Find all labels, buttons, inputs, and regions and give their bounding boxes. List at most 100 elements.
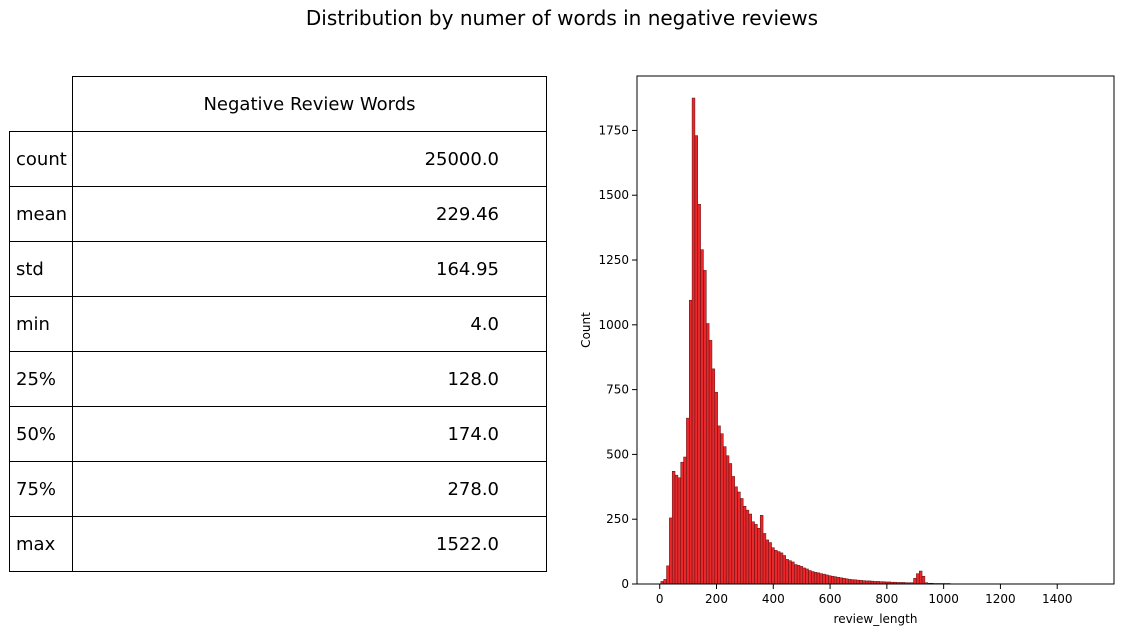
histogram-bar xyxy=(847,579,852,585)
histogram-bar xyxy=(728,463,733,585)
histogram-bar xyxy=(771,547,775,585)
histogram-bar xyxy=(819,573,823,585)
histogram-bar xyxy=(688,299,693,585)
histogram-bar xyxy=(785,559,789,585)
histogram-bar xyxy=(717,425,721,585)
row-label: count xyxy=(9,131,73,187)
histogram-bar xyxy=(708,340,713,585)
histogram-bar xyxy=(839,577,843,585)
row-value: 1522.0 xyxy=(72,516,547,572)
y-tick-label: 250 xyxy=(606,512,629,526)
row-label: 50% xyxy=(9,406,73,462)
row-value: 4.0 xyxy=(72,296,547,352)
histogram-bar xyxy=(853,579,858,585)
histogram-bar xyxy=(791,561,795,585)
histogram-bar xyxy=(669,517,673,585)
x-tick-label: 0 xyxy=(656,592,664,606)
y-tick-label: 1500 xyxy=(598,188,629,202)
x-axis-label: review_length xyxy=(834,612,918,626)
histogram-bar xyxy=(808,570,812,585)
histogram-bar xyxy=(777,551,781,585)
row-value: 164.95 xyxy=(72,241,547,297)
row-label: max xyxy=(9,516,73,572)
row-value: 174.0 xyxy=(72,406,547,462)
histogram-bar xyxy=(813,572,818,585)
figure-title: Distribution by numer of words in negati… xyxy=(305,6,819,30)
x-tick-label: 1400 xyxy=(1042,592,1073,606)
histogram-bar xyxy=(794,564,798,585)
histogram-bar xyxy=(796,565,801,585)
histogram-bar xyxy=(671,471,676,585)
row-label: mean xyxy=(9,186,73,242)
table-header-row: Negative Review Words xyxy=(9,76,547,132)
histogram-bar xyxy=(830,575,835,585)
histogram-bar xyxy=(765,539,769,585)
y-tick-label: 1250 xyxy=(598,253,629,267)
histogram-bar xyxy=(694,135,699,585)
histogram-bar xyxy=(663,579,667,585)
histogram-bar xyxy=(757,528,761,585)
histogram-bar xyxy=(788,560,792,585)
y-tick-label: 500 xyxy=(606,447,629,461)
row-label: std xyxy=(9,241,73,297)
histogram-bar xyxy=(674,474,679,585)
histogram-bar xyxy=(768,542,772,585)
histogram-bar xyxy=(816,572,821,585)
table-column-header: Negative Review Words xyxy=(72,76,547,132)
table-row: 75% 278.0 xyxy=(9,461,547,517)
table-corner-cell xyxy=(9,76,73,132)
x-tick-label: 400 xyxy=(762,592,785,606)
histogram-chart: 0 200 400 600 800 1000 1200 1400 0 250 500 750 1000 1… xyxy=(579,75,1115,626)
row-value: 278.0 xyxy=(72,461,547,517)
y-tick-label: 1750 xyxy=(598,123,629,137)
histogram-bar xyxy=(740,498,744,585)
histogram-bar xyxy=(859,580,863,585)
histogram-bar xyxy=(751,521,755,585)
histogram-bar xyxy=(845,578,849,585)
histogram-bar xyxy=(916,573,920,585)
histogram-bar xyxy=(700,249,704,585)
table-row: std 164.95 xyxy=(9,241,547,297)
histogram-bar xyxy=(677,477,681,585)
x-tick-label: 200 xyxy=(705,592,728,606)
histogram-bar xyxy=(842,578,846,585)
row-value: 25000.0 xyxy=(72,131,547,187)
histogram-bar xyxy=(850,579,855,585)
histogram-bar xyxy=(836,577,840,585)
histogram-bar xyxy=(754,524,758,585)
histogram-bar xyxy=(742,505,747,585)
table-row: count 25000.0 xyxy=(9,131,547,187)
plot-frame xyxy=(636,75,1115,585)
row-label: 25% xyxy=(9,351,73,407)
histogram-bar xyxy=(833,576,838,585)
histogram-bar xyxy=(737,491,741,585)
histogram-bar xyxy=(774,550,778,585)
table-row: min 4.0 xyxy=(9,296,547,352)
table-row: max 1522.0 xyxy=(9,516,547,572)
y-axis-label: Count xyxy=(579,312,593,348)
histogram-bar xyxy=(825,574,829,585)
summary-table: Negative Review Words count 25000.0 mean 22… xyxy=(9,76,547,572)
y-tick-label: 0 xyxy=(621,577,629,591)
histogram-bar xyxy=(734,486,738,585)
histogram-bar xyxy=(918,570,923,585)
table-row: mean 229.46 xyxy=(9,186,547,242)
x-tick-label: 800 xyxy=(875,592,898,606)
histogram-bar xyxy=(703,270,707,585)
histogram-bar xyxy=(913,578,917,585)
histogram-bar xyxy=(714,391,718,585)
histogram-bar xyxy=(802,567,806,585)
y-tick-label: 750 xyxy=(606,383,629,397)
row-label: min xyxy=(9,296,73,352)
x-tick-label: 600 xyxy=(819,592,842,606)
table-row: 50% 174.0 xyxy=(9,406,547,462)
row-label: 75% xyxy=(9,461,73,517)
histogram-bar xyxy=(856,579,860,585)
histogram-bar xyxy=(723,446,727,585)
histogram-bar xyxy=(691,97,696,585)
histogram-bar xyxy=(725,455,730,585)
x-tick-label: 1000 xyxy=(928,592,959,606)
histogram-bar xyxy=(811,571,815,585)
histogram-bar xyxy=(862,580,866,585)
histogram-bar xyxy=(666,565,670,585)
